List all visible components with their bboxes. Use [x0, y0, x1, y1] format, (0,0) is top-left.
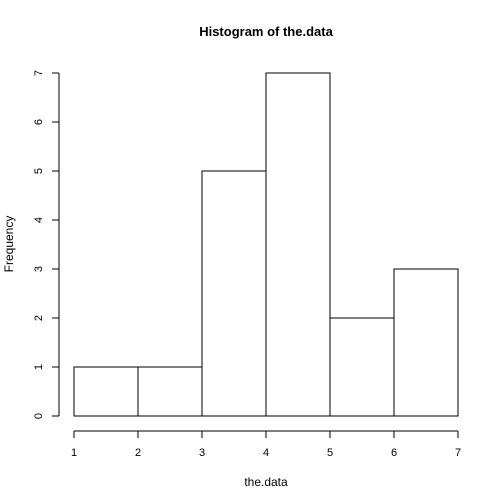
y-axis-label: Frequency — [2, 216, 16, 273]
y-tick-label: 3 — [33, 266, 45, 272]
x-tick-label: 3 — [199, 447, 205, 459]
histogram-bar — [265, 72, 331, 417]
x-tick-label: 4 — [263, 447, 269, 459]
x-tick-label: 5 — [327, 447, 333, 459]
y-tick-label: 0 — [33, 413, 45, 419]
y-tick-label: 5 — [33, 168, 45, 174]
bars-group — [73, 72, 459, 417]
x-tick-label: 1 — [71, 447, 77, 459]
y-tick-label: 7 — [33, 70, 45, 76]
x-tick-label: 7 — [455, 447, 461, 459]
y-tick-label: 2 — [33, 315, 45, 321]
x-axis-label: the.data — [244, 475, 288, 489]
y-axis: 0 1 2 3 4 5 6 7 — [33, 70, 60, 419]
y-tick-label: 1 — [33, 364, 45, 370]
y-tick-label: 4 — [33, 217, 45, 223]
x-axis: 1 2 3 4 5 6 7 — [71, 430, 461, 459]
y-tick-label: 6 — [33, 119, 45, 125]
histogram-bar — [393, 268, 459, 417]
x-tick-label: 6 — [391, 447, 397, 459]
x-tick-label: 2 — [135, 447, 141, 459]
chart-title: Histogram of the.data — [199, 24, 333, 39]
histogram-bar — [329, 317, 395, 417]
histogram-bar — [201, 170, 267, 417]
histogram-bar — [137, 366, 203, 417]
histogram-bar — [73, 366, 139, 417]
